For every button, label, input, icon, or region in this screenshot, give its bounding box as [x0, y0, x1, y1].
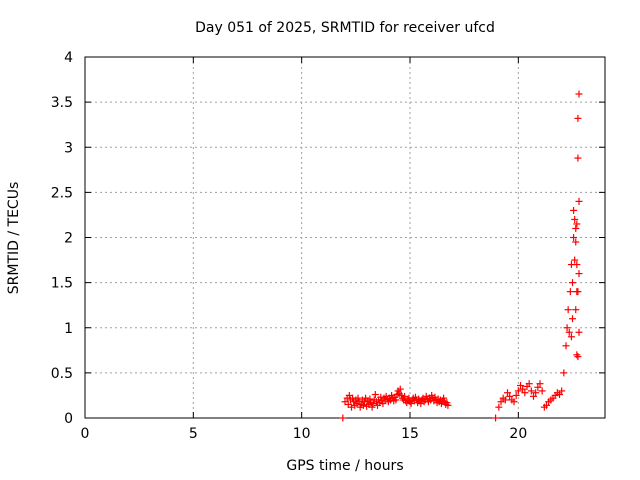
data-point: [504, 389, 511, 397]
data-point: [361, 398, 368, 406]
data-point: [401, 392, 409, 400]
data-point: [567, 333, 575, 341]
data-point: [563, 324, 571, 332]
data-point: [536, 380, 544, 388]
axis-ticks: 0 0.5 1 1.5 2 2.5 3 3.5 4 0 5 10 15 20: [51, 50, 605, 442]
y-tick-label: 1: [64, 321, 73, 337]
y-tick-label: 0.5: [51, 366, 73, 382]
data-point: [514, 387, 522, 395]
grid: [85, 57, 605, 418]
data-point: [562, 342, 570, 350]
x-tick-label: 5: [189, 426, 198, 442]
data-point: [377, 393, 385, 401]
data-point: [512, 391, 520, 399]
data-point: [575, 328, 583, 336]
data-point: [339, 414, 347, 422]
data-point: [366, 395, 374, 403]
data-point: [510, 398, 518, 406]
data-point: [571, 256, 579, 264]
data-point: [570, 206, 578, 214]
y-tick-label: 1.5: [51, 276, 73, 292]
data-point: [492, 414, 500, 422]
data-point: [527, 387, 535, 395]
data-point: [565, 328, 573, 336]
data-point: [572, 306, 580, 314]
data-point: [521, 389, 529, 397]
data-point: [574, 353, 582, 361]
data-point: [569, 279, 576, 287]
data-point: [519, 385, 527, 393]
data-marks: [339, 90, 583, 422]
data-point: [440, 394, 448, 402]
y-tick-label: 4: [64, 50, 73, 66]
data-point: [506, 392, 514, 400]
data-point: [573, 288, 581, 296]
data-point: [392, 396, 400, 404]
data-point: [532, 389, 540, 397]
y-tick-label: 2: [64, 231, 73, 247]
data-point: [525, 380, 533, 388]
data-point: [371, 391, 379, 399]
x-tick-label: 10: [293, 426, 311, 442]
x-tick-label: 0: [81, 426, 90, 442]
data-point: [556, 391, 563, 399]
data-point: [359, 401, 367, 409]
data-point: [538, 387, 546, 395]
data-point: [572, 224, 580, 232]
data-point: [572, 238, 580, 246]
data-point: [560, 369, 568, 377]
y-axis-label: SRMTID / TECUs: [6, 182, 22, 295]
y-tick-label: 3: [64, 140, 73, 156]
data-point: [574, 154, 582, 162]
y-tick-label: 0: [64, 411, 73, 427]
data-point: [573, 220, 581, 228]
data-point: [558, 387, 566, 395]
data-point: [368, 403, 376, 411]
data-point: [534, 383, 542, 391]
data-point: [574, 114, 582, 122]
data-point: [379, 400, 387, 408]
data-point: [396, 385, 404, 393]
data-point: [517, 382, 524, 390]
y-tick-label: 3.5: [51, 95, 73, 111]
data-point: [354, 394, 362, 402]
data-point: [566, 288, 574, 296]
data-point: [575, 197, 583, 205]
data-point: [564, 306, 572, 314]
data-point: [444, 401, 452, 409]
y-tick-label: 2.5: [51, 185, 73, 201]
data-point: [575, 270, 583, 278]
x-axis-label: GPS time / hours: [286, 458, 403, 474]
data-point: [573, 261, 581, 269]
data-point: [530, 392, 537, 400]
data-point: [571, 215, 579, 223]
data-point: [575, 90, 583, 98]
data-point: [543, 401, 550, 409]
x-tick-label: 15: [401, 426, 419, 442]
data-point: [495, 403, 503, 411]
chart-title: Day 051 of 2025, SRMTID for receiver ufc…: [195, 20, 495, 36]
data-point: [569, 315, 576, 323]
data-point: [570, 234, 578, 241]
x-tick-label: 20: [509, 426, 527, 442]
data-point: [497, 398, 505, 406]
data-point: [573, 351, 581, 359]
data-point: [501, 396, 509, 404]
